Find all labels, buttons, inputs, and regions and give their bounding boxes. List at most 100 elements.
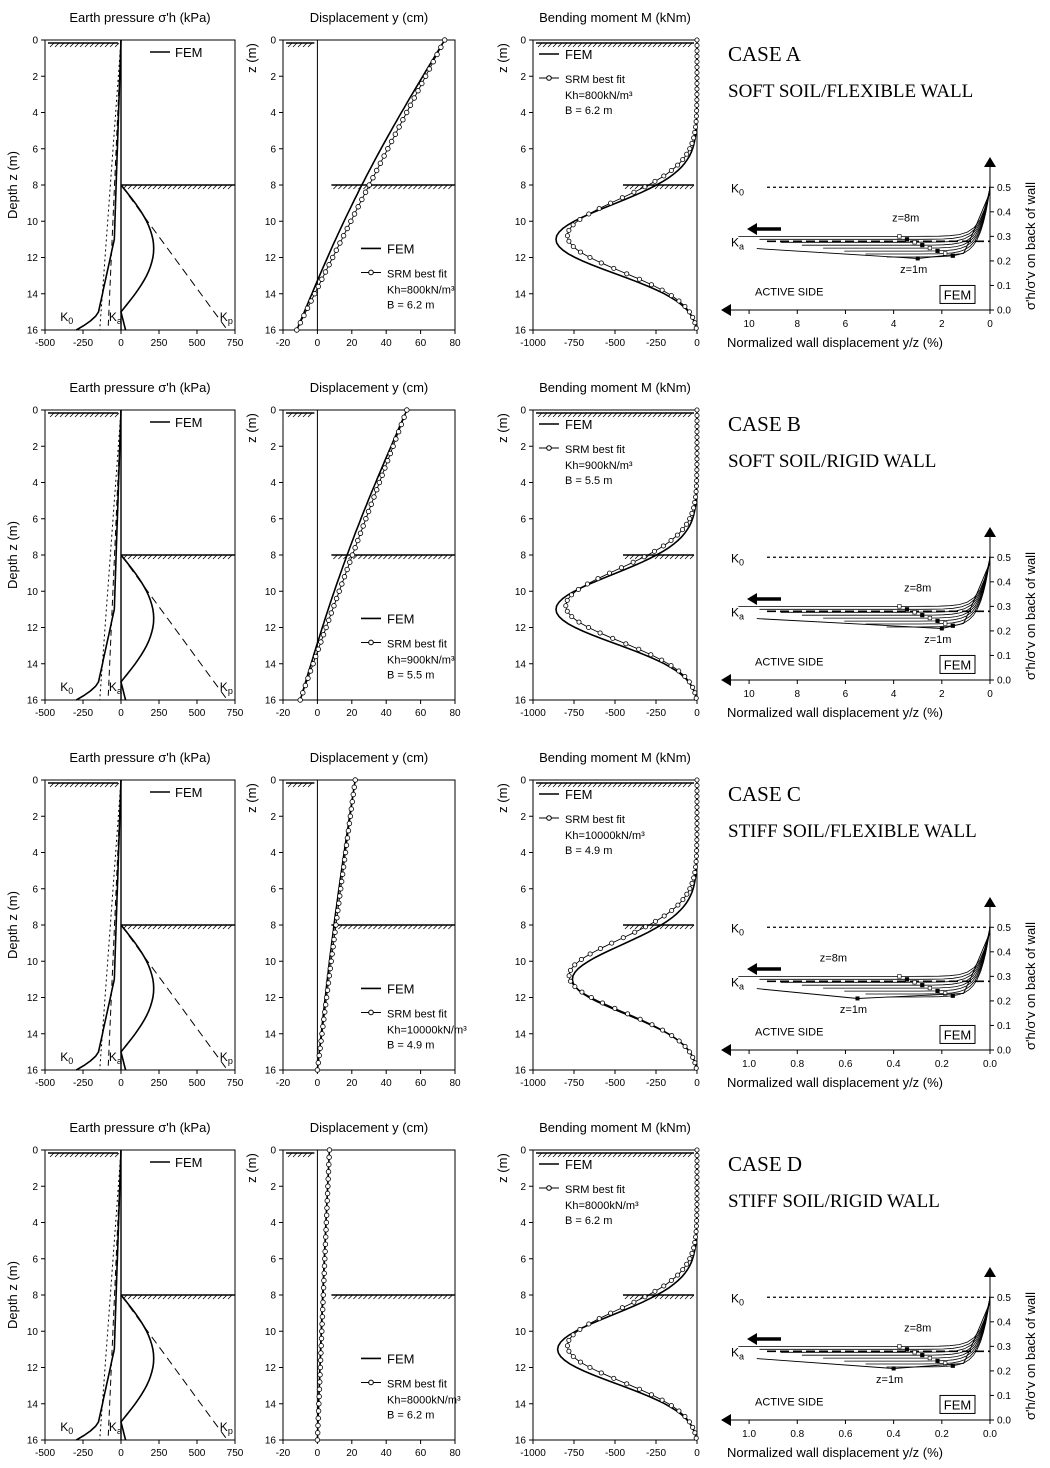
ground-hatch [212,184,218,190]
srm-point [319,1306,326,1313]
srm-point [320,1292,326,1298]
ground-hatch [162,924,168,930]
legend-b: B = 4.9 m [387,1039,434,1051]
y-tick-label: 14 [27,289,39,300]
srm-point [619,195,625,201]
ground-hatch [428,924,433,930]
srm-point [694,81,700,87]
z1-label: z=1m [924,634,951,646]
srm-point [323,1219,330,1226]
srm-point [600,1000,606,1006]
srm-point [693,1065,699,1071]
srm-point [693,483,699,489]
y-tick-label: 2 [32,72,38,83]
srm-point [690,684,696,690]
srm-point [631,189,637,195]
k0-reference-label: K0 [731,1291,744,1307]
ground-hatch [667,1152,673,1158]
srm-point [572,984,578,990]
x-tick-label: -20 [276,338,291,349]
srm-point [668,663,674,669]
srm-point [619,1305,625,1311]
srm-point [310,661,316,667]
srm-point [694,821,700,827]
srm-point [344,225,350,232]
srm-point [357,530,364,536]
curve-marker [897,974,902,979]
ground-hatch [302,42,308,48]
ground-hatch [388,554,393,560]
fem-calibration-curve [865,927,991,995]
srm-point [694,1207,700,1213]
y-tick-label: 0.0 [997,1416,1011,1427]
ground-hatch [423,184,428,190]
ground-hatch [592,782,598,788]
ground-hatch [348,184,353,190]
srm-point [564,233,570,239]
srm-point [694,37,700,43]
y-tick-label: 6 [32,1254,38,1265]
curve-marker [927,1355,932,1361]
ground-hatch [624,554,630,560]
ground-hatch [54,782,60,788]
srm-point [318,1038,324,1044]
y-tick-label: 0.1 [997,1021,1011,1032]
ground-hatch [677,1152,683,1158]
case-subtitle: SOFT SOIL/RIGID WALL [728,451,936,472]
ground-hatch [687,412,693,418]
srm-point [686,1419,692,1425]
x-tick-label: -750 [564,338,584,349]
srm-point [636,1386,642,1392]
srm-point [572,962,578,968]
ground-hatch [157,924,163,930]
srm-point [351,211,358,217]
y-axis-arrow [984,897,996,907]
bending-moment-panel-C: Bending moment M (kNm) z (m) 0 2 4 6 8 10 12 14 16… [495,750,700,1089]
x-tick-label: 80 [449,708,461,719]
srm-point [301,312,307,319]
srm-point [343,842,350,848]
ground-hatch [147,184,153,190]
y-tick-label: 0 [32,406,38,417]
ground-hatch [647,782,653,788]
legend-srm-marker [368,1379,374,1386]
srm-point [302,682,309,689]
ground-hatch [54,1152,60,1158]
y-axis-label: z (m) [244,783,259,813]
ground-hatch [197,554,203,560]
ground-hatch [89,42,95,48]
ground-hatch [378,554,383,560]
x-tick-label: 20 [346,1448,358,1459]
x-tick-label: -250 [646,1078,666,1089]
curve-marker [927,985,932,991]
ground-hatch [408,1294,413,1300]
srm-point [636,276,642,282]
curve-marker [904,1347,910,1352]
srm-point [363,516,369,522]
ground-hatch [127,924,133,930]
y-tick-label: 12 [515,993,527,1004]
ground-hatch [172,924,178,930]
srm-point [304,305,311,311]
ground-hatch [147,1294,153,1300]
active-arrowhead [747,1333,757,1345]
ground-hatch [672,42,678,48]
y-tick-label: 0.5 [997,1293,1011,1304]
ground-hatch [222,924,228,930]
srm-point [608,1310,614,1316]
ground-hatch [659,924,665,930]
ground-hatch [684,1294,690,1300]
y-tick-label: 12 [265,623,277,634]
y-tick-label: 6 [32,514,38,525]
srm-point [606,570,612,576]
srm-point [392,131,399,137]
ground-hatch [664,924,670,930]
srm-point [693,119,699,125]
srm-point [694,70,700,76]
x-tick-label: 0 [118,338,124,349]
ground-hatch [287,782,293,788]
ground-hatch [592,42,598,48]
srm-point [359,196,365,203]
curve-marker [935,248,940,253]
ground-hatch [74,412,80,418]
